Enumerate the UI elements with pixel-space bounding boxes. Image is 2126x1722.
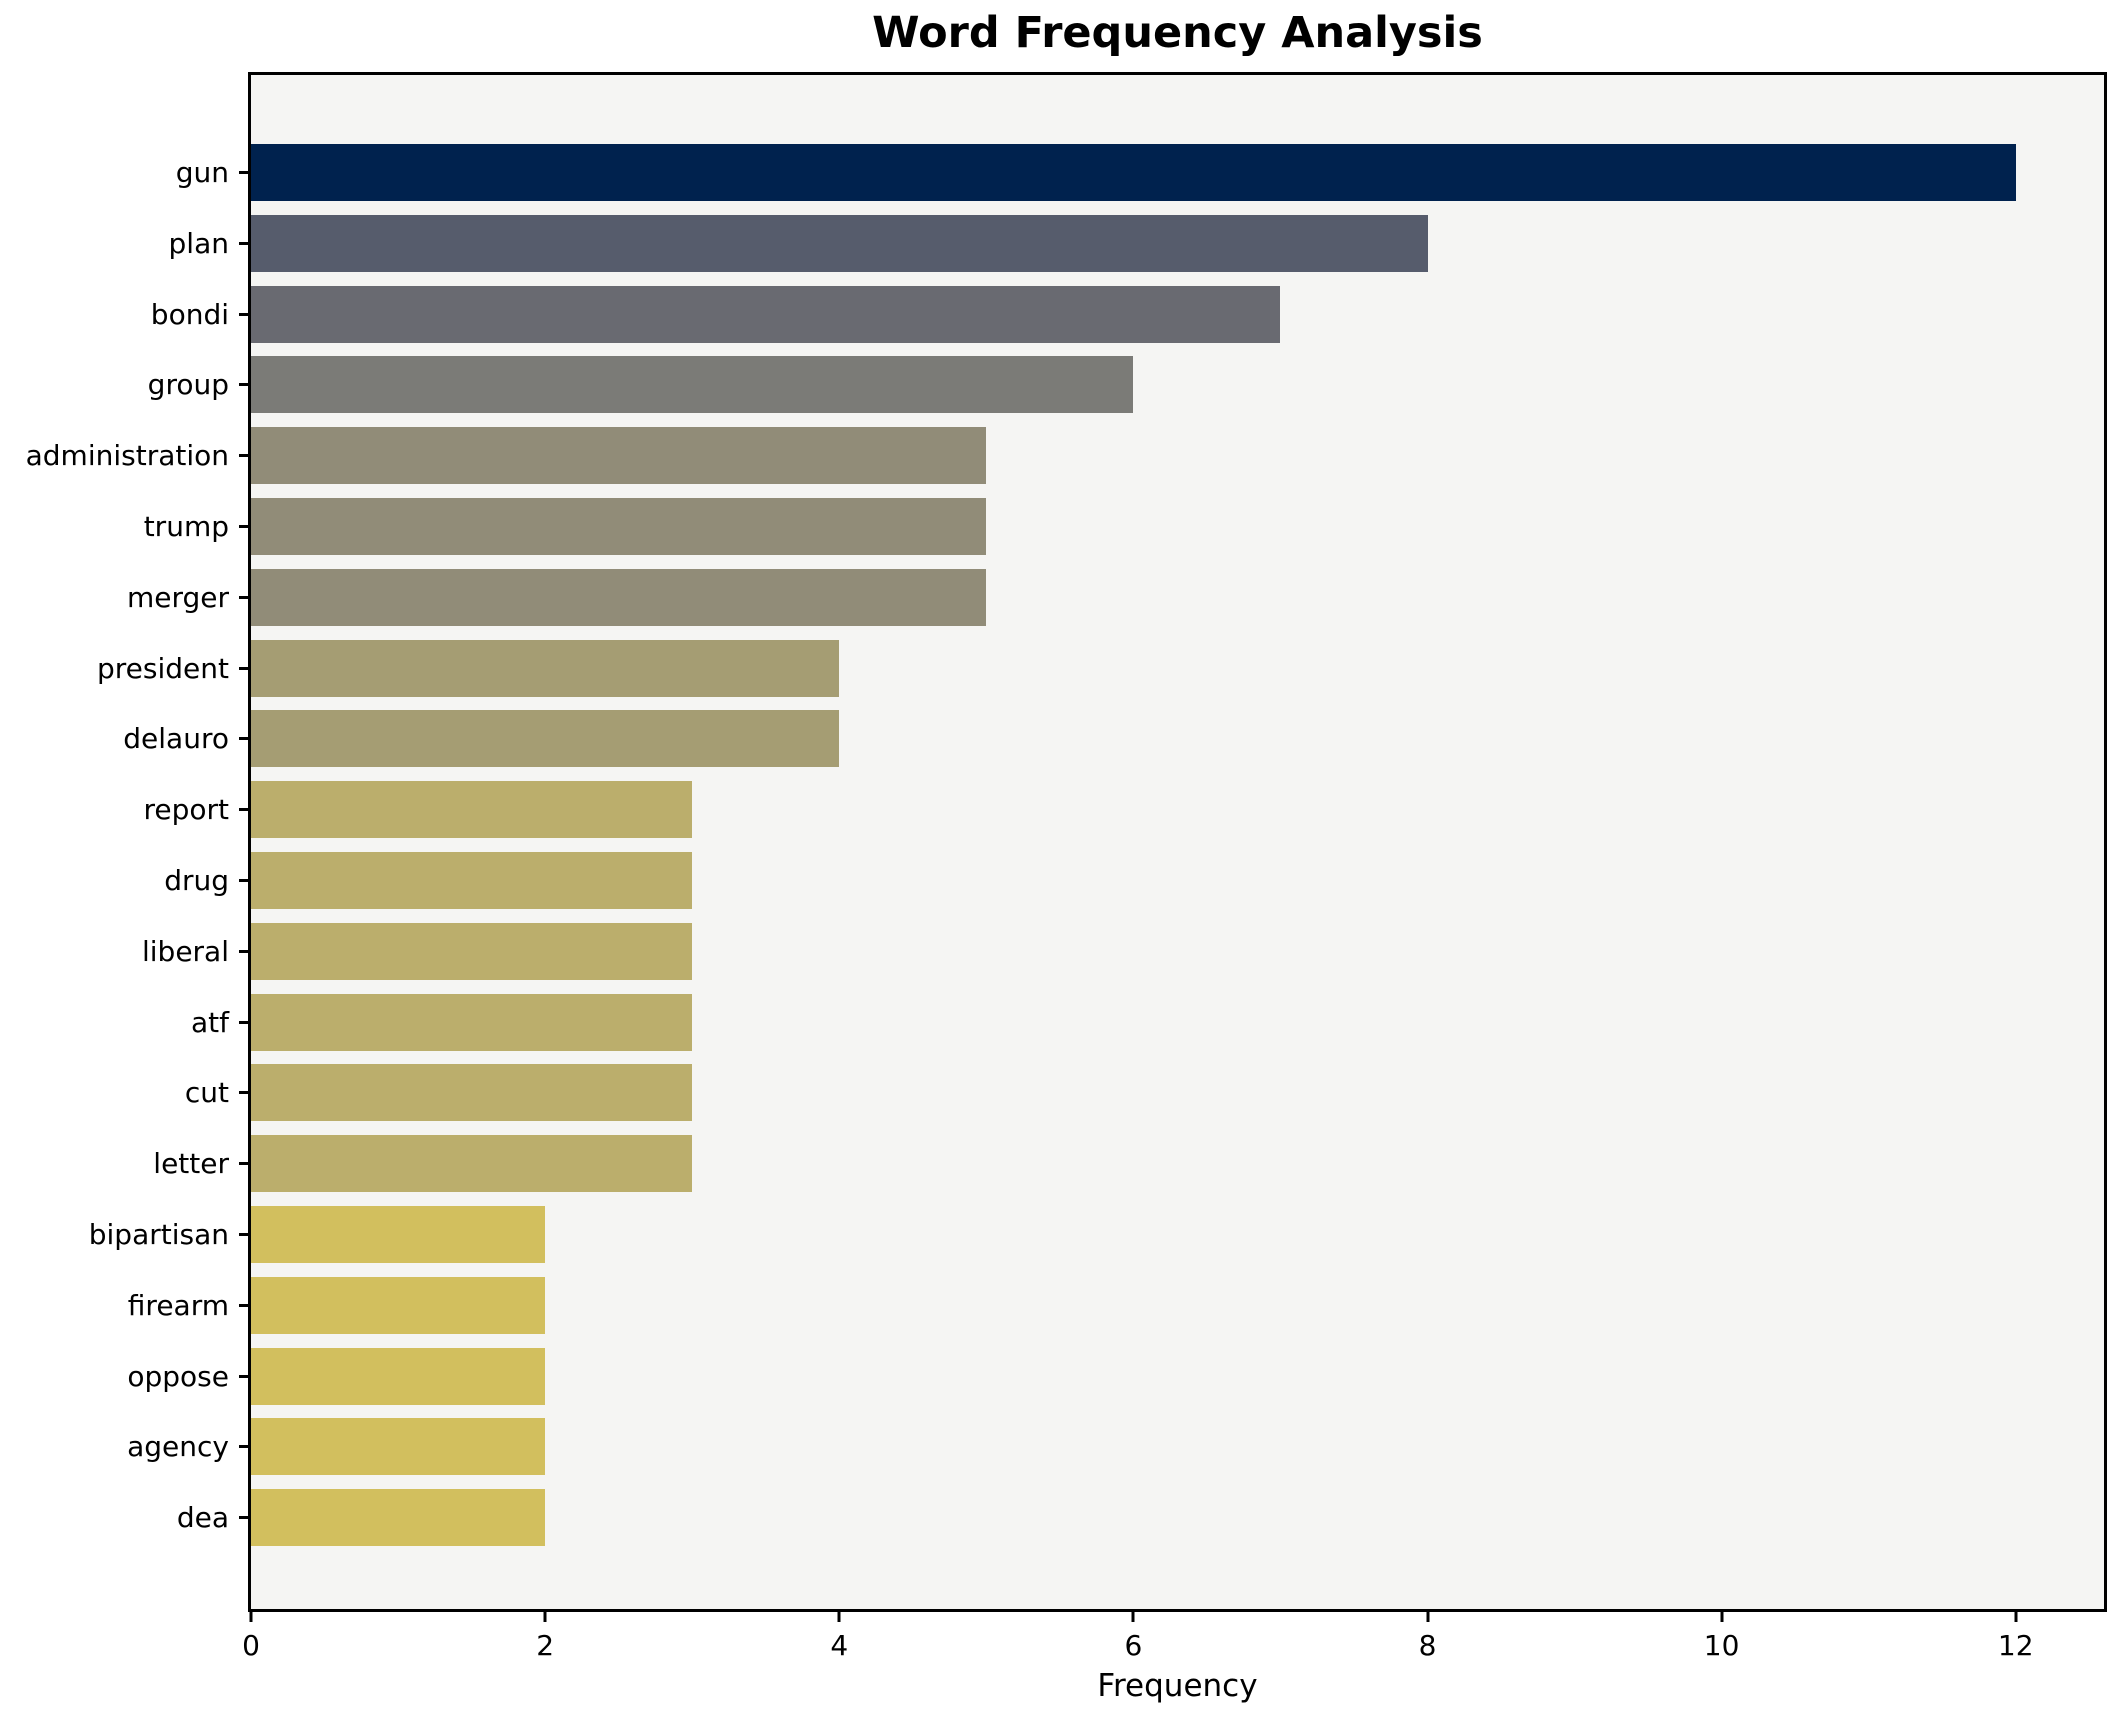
y-tick-label: cut	[184, 1076, 229, 1110]
y-tick-label: group	[147, 368, 229, 402]
bar-president	[251, 639, 840, 697]
x-tick-mark	[543, 1609, 547, 1622]
bar-firearm	[251, 1276, 546, 1334]
bar-bondi	[251, 285, 1281, 343]
bar-drug	[251, 851, 693, 909]
y-tick-mark	[239, 595, 251, 599]
y-tick-mark	[239, 1445, 251, 1449]
bar-merger	[251, 568, 987, 626]
y-tick-mark	[239, 737, 251, 741]
y-tick-label: liberal	[141, 934, 229, 968]
y-tick-label: firearm	[127, 1288, 229, 1322]
y-tick-label: drug	[164, 863, 229, 897]
y-tick-label: trump	[143, 509, 229, 543]
y-tick-mark	[239, 1516, 251, 1520]
bar-group	[251, 356, 1134, 414]
bar-trump	[251, 497, 987, 555]
x-tick-label: 8	[1418, 1629, 1437, 1662]
x-tick-mark	[249, 1609, 253, 1622]
y-tick-label: bipartisan	[88, 1217, 229, 1251]
x-tick-label: 2	[536, 1629, 555, 1662]
y-tick-label: plan	[168, 226, 229, 260]
y-tick-mark	[239, 1303, 251, 1307]
x-tick-label: 4	[830, 1629, 849, 1662]
y-tick-mark	[239, 1091, 251, 1095]
bar-delauro	[251, 710, 840, 768]
bar-cut	[251, 1064, 693, 1122]
bar-report	[251, 781, 693, 839]
plot-area: gun plan bondi group administration trump merg…	[26, 72, 2107, 1662]
bar-liberal	[251, 922, 693, 980]
x-tick-mark	[1426, 1609, 1429, 1622]
y-tick-label: gun	[175, 155, 229, 189]
x-tick-mark	[1131, 1609, 1135, 1622]
bar-oppose	[251, 1347, 546, 1405]
x-tick-mark	[1720, 1609, 1724, 1622]
bar-atf	[251, 993, 693, 1051]
y-tick-label: delauro	[123, 722, 229, 756]
x-tick-label: 12	[1997, 1629, 2034, 1662]
y-tick-label: bondi	[150, 297, 229, 331]
y-tick-label: president	[97, 651, 229, 685]
y-tick-mark	[239, 949, 251, 953]
y-tick-label: letter	[153, 1147, 229, 1181]
y-tick-mark	[239, 312, 251, 316]
y-tick-mark	[239, 1162, 251, 1166]
x-axis-label: Frequency	[1097, 1668, 1258, 1704]
y-tick-mark	[239, 666, 251, 670]
chart-title: Word Frequency Analysis	[872, 8, 1483, 58]
bar-plan	[251, 214, 1428, 272]
y-tick-mark	[239, 1232, 251, 1236]
y-tick-mark	[239, 383, 251, 387]
y-tick-mark	[239, 454, 251, 458]
bar-gun	[251, 143, 2016, 201]
bar-administration	[251, 427, 987, 485]
y-tick-mark	[239, 170, 251, 174]
y-tick-label: merger	[126, 580, 229, 614]
y-tick-mark	[239, 1374, 251, 1378]
x-tick-label: 6	[1124, 1629, 1143, 1662]
bar-dea	[251, 1489, 546, 1547]
y-tick-label: agency	[127, 1430, 229, 1464]
y-tick-mark	[239, 878, 251, 882]
y-tick-mark	[239, 524, 251, 528]
y-tick-label: report	[143, 793, 229, 827]
y-tick-label: dea	[176, 1501, 229, 1535]
y-tick-label: atf	[191, 1005, 229, 1039]
y-tick-label: administration	[25, 439, 229, 473]
y-tick-label: oppose	[127, 1359, 229, 1393]
x-tick-mark	[2014, 1609, 2018, 1622]
y-tick-mark	[239, 241, 251, 245]
bar-bipartisan	[251, 1205, 546, 1263]
bar-agency	[251, 1418, 546, 1476]
x-tick-label: 0	[242, 1629, 260, 1662]
bar-letter	[251, 1135, 693, 1193]
y-tick-mark	[239, 808, 251, 812]
y-tick-mark	[239, 1020, 251, 1024]
x-tick-mark	[837, 1609, 841, 1622]
x-tick-label: 10	[1703, 1629, 1740, 1662]
